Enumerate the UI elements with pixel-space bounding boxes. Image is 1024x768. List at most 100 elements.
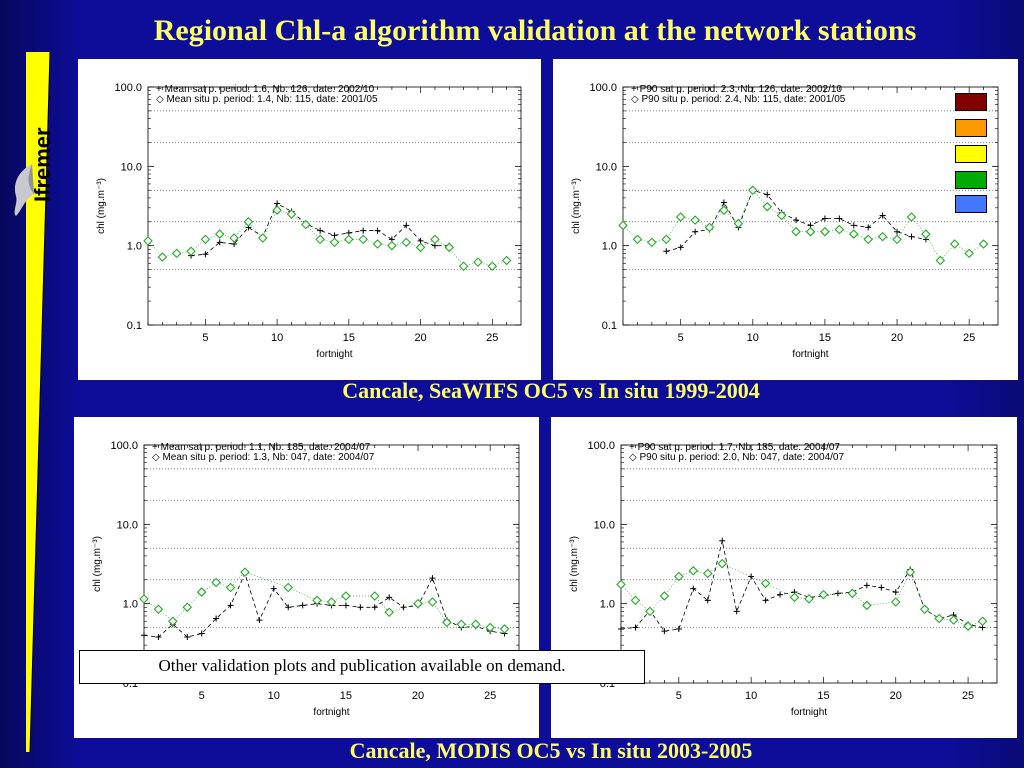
situ-data-point [211, 577, 221, 588]
y-tick-label: 100.0 [587, 440, 615, 452]
situ-data-point [358, 234, 368, 245]
sat-data-point [198, 630, 205, 637]
sat-data-point [878, 584, 885, 591]
situ-data-point [661, 234, 672, 245]
sat-data-point [661, 628, 668, 635]
situ-data-point [733, 218, 744, 229]
sat-data-point [850, 222, 857, 229]
situ-data-point [257, 233, 268, 243]
chart-panel-p90-modis: 0.1 1.0 10.0 100.0 5 10 15 20 25 fortnight chl (mg… [551, 417, 1017, 738]
y-tick-label: 100.0 [589, 82, 617, 94]
situ-data-point [139, 594, 149, 604]
situ-data-point [225, 582, 236, 593]
logo-text: Ifremer [30, 127, 55, 202]
x-tick-label: 15 [817, 690, 829, 702]
x-tick-label: 15 [340, 690, 352, 702]
y-tick-label: 100.0 [114, 82, 142, 94]
y-tick-label: 10.0 [121, 161, 142, 173]
sat-data-point [357, 604, 364, 611]
plot-frame [147, 86, 522, 326]
situ-series-line [143, 571, 505, 630]
sat-data-point [777, 591, 784, 598]
situ-data-point [760, 578, 771, 589]
situ-data-point [171, 248, 182, 259]
y-tick-label: 10.0 [596, 161, 617, 173]
sat-data-point [836, 215, 843, 222]
situ-data-point [702, 568, 713, 579]
situ-data-point [818, 589, 829, 600]
situ-data-point [719, 205, 729, 215]
sat-series-line [143, 572, 505, 638]
sat-data-point [374, 227, 381, 234]
sat-data-point [719, 537, 726, 544]
situ-data-point [645, 606, 655, 617]
situ-data-point [341, 591, 351, 601]
y-tick-label: 1.0 [600, 599, 615, 611]
situ-data-point [401, 237, 412, 248]
situ-data-point [157, 252, 168, 262]
situ-data-point [312, 595, 322, 606]
chart-p90-seawifs: 0.1 1.0 10.0 100.0 5 10 15 20 25 fortnight chl (mg… [571, 82, 999, 360]
sat-data-point [793, 217, 800, 224]
situ-series-line [620, 563, 983, 627]
situ-data-point [301, 219, 311, 230]
situ-data-point [935, 255, 946, 266]
situ-data-point [286, 209, 297, 219]
situ-data-point [717, 558, 728, 569]
situ-data-point [153, 604, 164, 615]
ifremer-logo-text: Ifremer [30, 127, 55, 202]
x-tick-label: 25 [486, 332, 498, 344]
sat-data-point [720, 199, 727, 206]
y-tick-label: 1.0 [127, 241, 142, 253]
sat-data-point [429, 575, 436, 582]
situ-data-point [892, 234, 902, 245]
x-tick-label: 10 [271, 332, 283, 344]
situ-data-point [618, 220, 628, 231]
sat-data-point [908, 233, 915, 240]
x-tick-label: 5 [202, 332, 208, 344]
slide-title: Regional Chl-a algorithm validation at t… [153, 14, 917, 47]
sat-data-point [692, 228, 699, 235]
situ-data-point [647, 237, 657, 248]
sat-data-point [285, 604, 292, 611]
situ-data-point [704, 222, 715, 233]
sat-data-point [704, 597, 711, 604]
situ-data-point [444, 242, 455, 253]
sat-data-point [618, 625, 624, 632]
situ-data-point [384, 607, 394, 618]
situ-data-point [675, 212, 686, 222]
sat-data-point [762, 597, 769, 604]
situ-data-point [186, 246, 196, 257]
plot-frame [620, 444, 998, 684]
situ-data-point [659, 591, 670, 601]
x-tick-label: 15 [343, 332, 355, 344]
x-tick-label: 20 [414, 332, 426, 344]
situ-data-point [834, 224, 845, 235]
situ-data-point [804, 594, 814, 604]
sat-data-point [403, 222, 410, 229]
situ-data-point [473, 257, 483, 267]
situ-data-point [272, 205, 282, 215]
situ-data-point [789, 592, 800, 603]
y-axis-label: chl (mg.m⁻³) [571, 178, 582, 234]
x-axis-label: fortnight [792, 349, 828, 360]
situ-data-point [616, 579, 626, 590]
legend-entry: ◇ Mean situ p. period: 1.3, Nb: 047, dat… [152, 452, 375, 463]
x-axis-label: fortnight [316, 349, 352, 360]
situ-data-point [805, 226, 816, 237]
situ-data-point [690, 215, 700, 225]
situ-data-point [430, 234, 440, 245]
y-axis-label: chl (mg.m⁻³) [92, 536, 103, 592]
x-axis-label: fortnight [313, 707, 349, 718]
situ-data-point [964, 248, 974, 259]
situ-data-point [283, 582, 294, 593]
sat-data-point [371, 604, 378, 611]
sat-data-point [879, 212, 886, 219]
situ-data-point [326, 597, 337, 607]
sat-series-line [620, 540, 983, 632]
legend-entry: + Mean sat p. period: 1.1, Nb: 185, date… [152, 442, 371, 453]
sat-data-point [865, 224, 872, 231]
situ-data-point [413, 598, 423, 609]
